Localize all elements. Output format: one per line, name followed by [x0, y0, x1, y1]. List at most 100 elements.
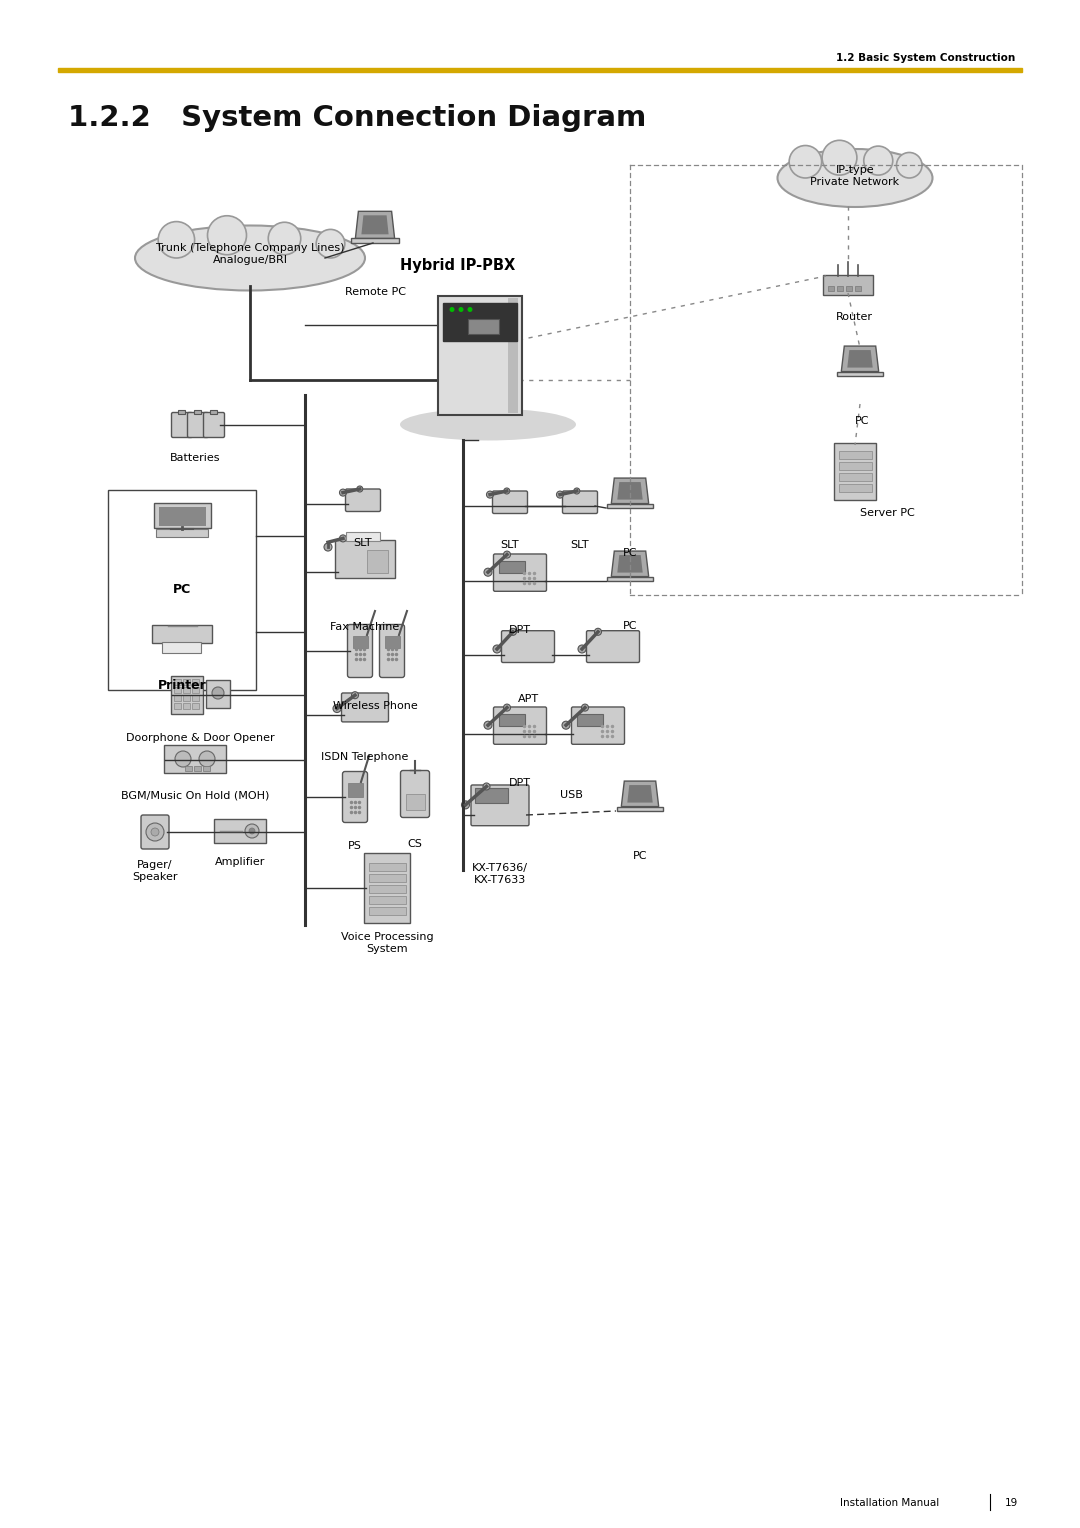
FancyBboxPatch shape — [855, 286, 861, 290]
FancyBboxPatch shape — [838, 451, 872, 458]
FancyBboxPatch shape — [348, 782, 363, 796]
Circle shape — [175, 750, 191, 767]
FancyBboxPatch shape — [203, 766, 210, 772]
Text: PS: PS — [348, 840, 362, 851]
FancyBboxPatch shape — [471, 785, 529, 825]
FancyBboxPatch shape — [192, 695, 199, 701]
FancyBboxPatch shape — [494, 555, 546, 591]
Circle shape — [351, 692, 359, 698]
FancyBboxPatch shape — [214, 819, 266, 843]
Circle shape — [556, 490, 564, 498]
FancyBboxPatch shape — [352, 636, 367, 648]
Text: CS: CS — [407, 839, 422, 850]
FancyBboxPatch shape — [508, 298, 518, 413]
Circle shape — [483, 782, 490, 790]
Circle shape — [578, 645, 586, 652]
FancyBboxPatch shape — [174, 678, 181, 685]
FancyBboxPatch shape — [492, 490, 527, 513]
Text: Voice Processing
System: Voice Processing System — [340, 932, 433, 953]
Circle shape — [484, 568, 492, 576]
FancyBboxPatch shape — [172, 413, 192, 437]
Text: PC: PC — [623, 620, 637, 631]
FancyBboxPatch shape — [335, 539, 395, 578]
Circle shape — [449, 307, 455, 312]
Circle shape — [333, 704, 341, 712]
FancyBboxPatch shape — [192, 703, 199, 709]
FancyBboxPatch shape — [192, 688, 199, 694]
Circle shape — [199, 750, 215, 767]
FancyBboxPatch shape — [368, 906, 405, 914]
Ellipse shape — [135, 226, 365, 290]
Circle shape — [503, 487, 510, 494]
FancyBboxPatch shape — [152, 625, 212, 643]
Circle shape — [486, 490, 494, 498]
Text: Router: Router — [836, 312, 873, 322]
Text: PC: PC — [173, 584, 191, 596]
FancyBboxPatch shape — [194, 410, 201, 414]
FancyBboxPatch shape — [368, 885, 405, 892]
FancyBboxPatch shape — [194, 766, 201, 772]
Circle shape — [207, 215, 246, 255]
Text: Trunk (Telephone Company Lines)
Analogue/BRI: Trunk (Telephone Company Lines) Analogue… — [156, 243, 345, 264]
FancyBboxPatch shape — [174, 703, 181, 709]
Circle shape — [789, 145, 822, 177]
Circle shape — [212, 688, 224, 698]
Polygon shape — [611, 478, 649, 504]
Text: 19: 19 — [1005, 1497, 1018, 1508]
FancyBboxPatch shape — [211, 410, 217, 414]
FancyBboxPatch shape — [443, 303, 517, 341]
Polygon shape — [848, 350, 873, 368]
Circle shape — [594, 628, 602, 636]
Circle shape — [151, 828, 159, 836]
FancyBboxPatch shape — [405, 795, 424, 810]
Text: Server PC: Server PC — [860, 507, 915, 518]
Polygon shape — [621, 781, 659, 807]
FancyBboxPatch shape — [838, 474, 872, 481]
FancyBboxPatch shape — [341, 694, 389, 721]
FancyBboxPatch shape — [366, 550, 388, 573]
FancyBboxPatch shape — [192, 678, 199, 685]
FancyBboxPatch shape — [178, 410, 185, 414]
FancyBboxPatch shape — [368, 895, 405, 903]
FancyBboxPatch shape — [837, 286, 843, 290]
FancyBboxPatch shape — [838, 484, 872, 492]
Text: PC: PC — [623, 549, 637, 558]
FancyBboxPatch shape — [174, 688, 181, 694]
Circle shape — [268, 222, 300, 255]
FancyBboxPatch shape — [156, 529, 208, 536]
Circle shape — [562, 721, 570, 729]
Text: PC: PC — [854, 416, 869, 426]
Polygon shape — [355, 211, 394, 238]
FancyBboxPatch shape — [837, 371, 883, 376]
Text: Hybrid IP-PBX: Hybrid IP-PBX — [401, 258, 515, 272]
Text: SLT: SLT — [570, 539, 590, 550]
Text: ISDN Telephone: ISDN Telephone — [322, 752, 408, 762]
FancyBboxPatch shape — [346, 532, 380, 541]
FancyBboxPatch shape — [823, 275, 873, 295]
Circle shape — [864, 147, 893, 176]
FancyBboxPatch shape — [162, 642, 201, 652]
FancyBboxPatch shape — [468, 319, 499, 335]
Text: 1.2.2   System Connection Diagram: 1.2.2 System Connection Diagram — [68, 104, 646, 131]
FancyBboxPatch shape — [183, 678, 190, 685]
Polygon shape — [618, 555, 643, 573]
FancyBboxPatch shape — [346, 489, 380, 512]
Circle shape — [316, 229, 345, 258]
Circle shape — [339, 535, 347, 542]
FancyBboxPatch shape — [368, 874, 405, 882]
FancyBboxPatch shape — [499, 561, 525, 573]
Circle shape — [339, 489, 347, 497]
Bar — [58, 67, 1022, 72]
FancyBboxPatch shape — [183, 703, 190, 709]
Circle shape — [503, 552, 511, 558]
FancyBboxPatch shape — [607, 576, 653, 581]
Text: BGM/Music On Hold (MOH): BGM/Music On Hold (MOH) — [121, 790, 269, 801]
FancyBboxPatch shape — [368, 862, 405, 871]
Circle shape — [573, 487, 580, 494]
Text: PC: PC — [633, 851, 647, 860]
Circle shape — [245, 824, 259, 837]
Circle shape — [158, 222, 194, 258]
FancyBboxPatch shape — [607, 504, 653, 507]
Text: APT: APT — [517, 694, 539, 704]
Text: USB: USB — [559, 790, 582, 801]
